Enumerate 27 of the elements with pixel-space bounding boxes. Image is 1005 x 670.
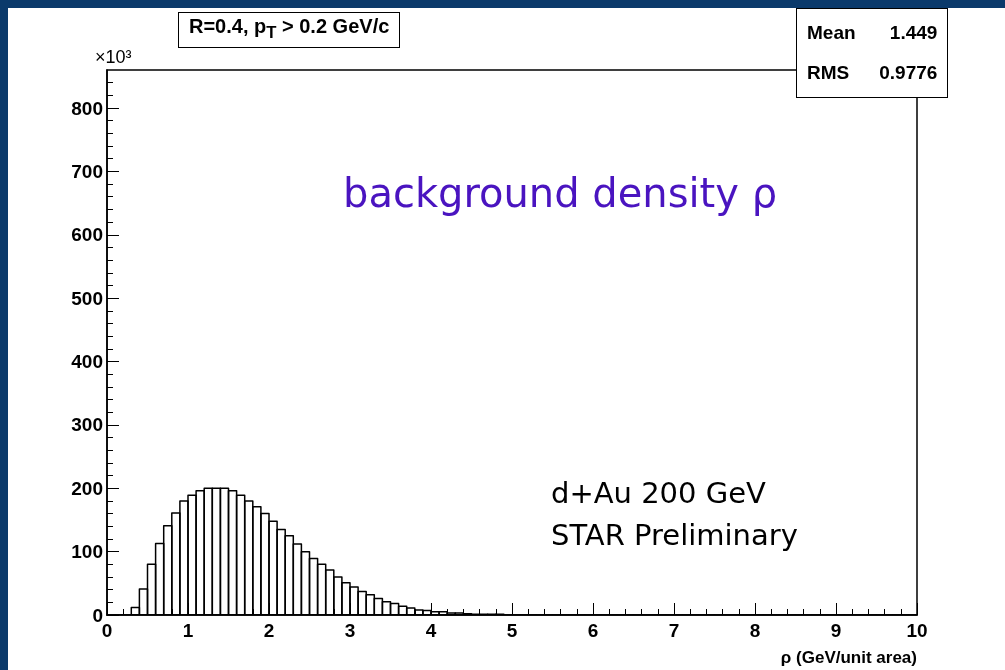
y-tick-label: 500: [71, 287, 103, 309]
x-tick-label: 4: [425, 620, 437, 641]
y-tick-label: 100: [71, 541, 103, 563]
y-axis-title: ×10³: [95, 47, 132, 67]
y-tick-label: 300: [71, 414, 103, 436]
x-tick-label: 8: [749, 620, 761, 641]
x-tick-label: 9: [830, 620, 842, 641]
text: Mean 1.449: [807, 22, 938, 43]
y-tick-label: 600: [71, 224, 103, 246]
x-axis-title: ρ (GeV/unit area): [780, 648, 917, 667]
x-tick-label: 2: [263, 620, 275, 641]
x-tick-label: 7: [668, 620, 680, 641]
x-tick-label: 6: [587, 620, 599, 641]
x-tick-label: 10: [906, 620, 928, 641]
x-tick-label: 5: [506, 620, 518, 641]
y-tick-label: 0: [92, 604, 103, 626]
x-tick-label: 3: [344, 620, 356, 641]
y-tick-label: 800: [71, 97, 103, 119]
y-tick-label: 400: [71, 351, 103, 373]
y-tick-label: 200: [71, 477, 103, 499]
annotation: d+Au 200 GeV: [551, 476, 766, 510]
annotation: STAR Preliminary: [551, 518, 798, 552]
chart-title: R=0.4, p$_{T}$ > 0.2 GeV/c: [178, 12, 401, 48]
x-tick-label: 1: [182, 620, 194, 641]
annotation: background density ρ: [343, 170, 778, 216]
y-tick-label: 700: [71, 160, 103, 182]
text: RMS 0.9776: [807, 62, 938, 83]
